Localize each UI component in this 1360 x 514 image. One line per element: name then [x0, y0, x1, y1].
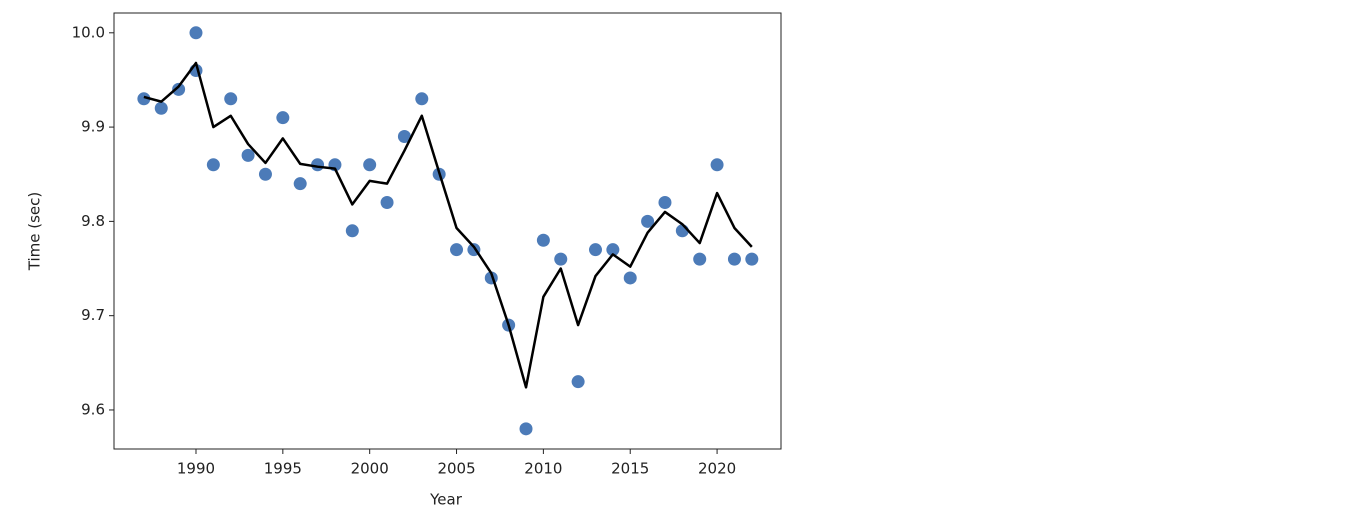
x-tick-label: 2020 — [698, 460, 736, 478]
data-point — [415, 92, 429, 106]
data-point — [588, 243, 602, 257]
data-point — [641, 214, 655, 228]
plot-frame — [113, 12, 782, 450]
x-tick-label: 2000 — [351, 460, 389, 478]
x-tick-label: 1995 — [264, 460, 302, 478]
data-point — [623, 271, 637, 285]
x-tick-label: 2015 — [611, 460, 649, 478]
data-point — [554, 252, 568, 266]
y-tick-label: 9.7 — [81, 306, 105, 324]
data-point — [727, 252, 741, 266]
trend-line — [143, 61, 753, 389]
y-tick-label: 9.9 — [81, 118, 105, 136]
data-point — [206, 158, 220, 172]
x-axis-label: Year — [429, 491, 463, 509]
data-point — [380, 196, 394, 210]
data-point — [363, 158, 377, 172]
data-point — [519, 422, 533, 436]
data-point — [397, 130, 411, 144]
x-tick-label: 2005 — [437, 460, 475, 478]
data-point — [276, 111, 290, 125]
y-tick-label: 10.0 — [72, 23, 105, 41]
y-tick-label: 9.6 — [81, 400, 105, 418]
data-point — [258, 167, 272, 181]
data-point — [293, 177, 307, 191]
data-point — [450, 243, 464, 257]
data-point — [189, 26, 203, 40]
data-point — [745, 252, 759, 266]
data-point — [241, 148, 255, 162]
y-tick-label: 9.8 — [81, 212, 105, 230]
data-point — [345, 224, 359, 238]
data-point — [606, 243, 620, 257]
y-axis-label: Time (sec) — [26, 192, 44, 271]
data-point — [154, 101, 168, 115]
x-tick-label: 2010 — [524, 460, 562, 478]
data-point — [172, 82, 186, 96]
x-tick-label: 1990 — [177, 460, 215, 478]
data-point — [658, 196, 672, 210]
data-point — [693, 252, 707, 266]
data-point — [536, 233, 550, 247]
data-point — [137, 92, 151, 106]
data-point — [710, 158, 724, 172]
data-point — [224, 92, 238, 106]
data-point — [571, 375, 585, 389]
